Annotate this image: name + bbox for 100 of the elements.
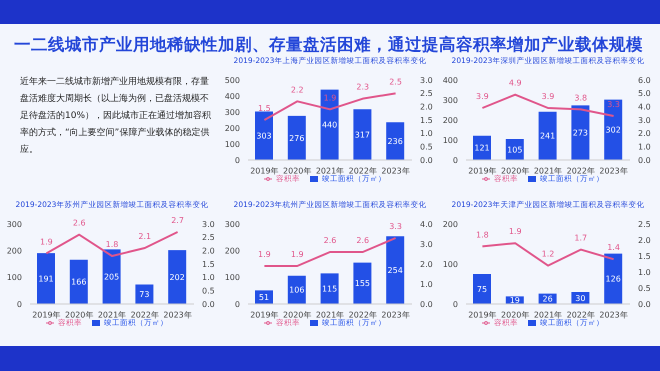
- data-label: 26: [542, 294, 553, 304]
- data-label: 115: [322, 284, 338, 294]
- x-tick-label: 2020年: [283, 310, 312, 320]
- data-label: 303: [256, 132, 272, 141]
- data-label: 254: [388, 266, 403, 275]
- x-tick-label: 2021年: [316, 310, 344, 320]
- x-tick-label: 2019年: [32, 310, 61, 320]
- data-label: 1.7: [574, 234, 588, 243]
- bar: [288, 116, 306, 160]
- x-tick-label: 2019年: [250, 310, 279, 320]
- data-label: 3.3: [607, 100, 620, 109]
- x-tick-label: 2019年: [250, 166, 279, 176]
- y2-tick-label: 2.5: [202, 233, 215, 242]
- data-label: 202: [170, 272, 185, 282]
- x-tick-label: 2019年: [468, 310, 497, 320]
- y2-tick-label: 0.5: [420, 142, 433, 152]
- x-tick-label: 2020年: [501, 310, 530, 320]
- data-label: 75: [476, 284, 488, 294]
- y-tick-label: 200: [442, 116, 458, 125]
- x-tick-label: 2020年: [501, 166, 530, 176]
- y2-tick-label: 5.0: [638, 89, 651, 98]
- data-label: 1.9: [290, 250, 304, 259]
- bar: [604, 100, 622, 160]
- y2-tick-label: 0.0: [420, 300, 433, 309]
- x-tick-label: 2022年: [130, 310, 159, 320]
- y-tick-label: 200: [224, 246, 240, 256]
- y2-tick-label: 1.0: [202, 273, 215, 282]
- y2-tick-label: 1.0: [420, 280, 433, 289]
- x-tick-label: 2021年: [98, 310, 126, 320]
- data-label: 1.9: [40, 237, 53, 246]
- y2-tick-label: 2.0: [420, 260, 433, 269]
- y2-tick-label: 1.0: [638, 268, 651, 277]
- y-tick-label: 400: [224, 92, 240, 101]
- data-label: 317: [354, 130, 370, 140]
- y2-tick-label: 1.5: [638, 252, 651, 261]
- y-tick-label: 0: [452, 156, 458, 165]
- y2-tick-label: 1.0: [638, 142, 651, 152]
- bar: [386, 122, 404, 160]
- bar: [320, 90, 339, 160]
- data-label: 106: [289, 286, 304, 295]
- data-label: 3.9: [542, 92, 554, 101]
- data-label: 3.3: [389, 222, 402, 231]
- y-tick-label: 300: [224, 220, 240, 229]
- bar: [135, 284, 154, 304]
- y2-tick-label: 2.0: [202, 246, 215, 256]
- x-tick-label: 2021年: [316, 166, 344, 176]
- bar: [320, 273, 339, 304]
- y2-tick-label: 3.0: [420, 240, 433, 249]
- x-tick-label: 2020年: [65, 310, 94, 320]
- data-label: 276: [289, 134, 304, 143]
- y-tick-label: 0: [234, 300, 240, 309]
- data-label: 1.5: [258, 104, 271, 113]
- y-tick-label: 0: [16, 300, 22, 309]
- y2-tick-label: 3.0: [420, 76, 433, 85]
- bar: [538, 112, 557, 160]
- data-label: 1.9: [258, 250, 271, 259]
- y2-tick-label: 1.0: [420, 129, 433, 138]
- y2-tick-label: 3.0: [202, 220, 215, 229]
- bar: [353, 262, 372, 304]
- data-label: 2.3: [356, 82, 370, 92]
- y2-tick-label: 2.0: [638, 129, 651, 138]
- y-tick-label: 100: [224, 273, 240, 282]
- x-tick-label: 2021年: [534, 310, 562, 320]
- data-label: 2.5: [389, 77, 402, 86]
- data-label: 2.6: [72, 218, 86, 228]
- y-tick-label: 400: [442, 76, 458, 85]
- y2-tick-label: 0.0: [420, 156, 433, 165]
- y2-tick-label: 4.0: [420, 220, 433, 229]
- y-tick-label: 300: [6, 220, 22, 229]
- y2-tick-label: 0.5: [202, 286, 215, 296]
- data-label: 2.1: [138, 232, 152, 241]
- data-label: 2.6: [324, 236, 336, 245]
- y2-tick-label: 1.5: [420, 116, 433, 125]
- data-label: 236: [388, 136, 403, 146]
- x-tick-label: 2019年: [468, 166, 497, 176]
- y-tick-label: 300: [224, 108, 240, 117]
- x-tick-label: 2022年: [348, 166, 377, 176]
- y2-tick-label: 6.0: [638, 76, 651, 85]
- bar: [255, 112, 273, 160]
- data-label: 105: [507, 145, 522, 154]
- y2-tick-label: 4.0: [638, 102, 651, 112]
- x-tick-label: 2023年: [599, 166, 628, 176]
- bar: [70, 260, 88, 304]
- bar: [386, 236, 404, 304]
- x-tick-label: 2023年: [381, 166, 410, 176]
- data-label: 440: [322, 120, 338, 130]
- text: 近年来一二线城市新增产业用地规模有限，存量盘活难度大周期长（以上海为例，已盘活规模不足待盘活的10%），因此城市正在通过增加容积率的方式，“向上要空间”保障产业载体的稳定供应。: [20, 76, 212, 157]
- data-label: 241: [540, 132, 556, 141]
- y-tick-label: 200: [442, 220, 458, 229]
- data-label: 1.8: [476, 230, 489, 240]
- x-tick-label: 2022年: [566, 310, 595, 320]
- y2-tick-label: 2.0: [420, 102, 433, 112]
- bar: [168, 250, 186, 304]
- bar: [102, 249, 121, 304]
- y-tick-label: 500: [224, 76, 240, 85]
- data-label: 19: [510, 296, 520, 306]
- data-label: 4.9: [508, 78, 522, 88]
- data-label: 205: [104, 272, 120, 282]
- bar: [37, 253, 55, 304]
- data-label: 2.2: [290, 85, 304, 94]
